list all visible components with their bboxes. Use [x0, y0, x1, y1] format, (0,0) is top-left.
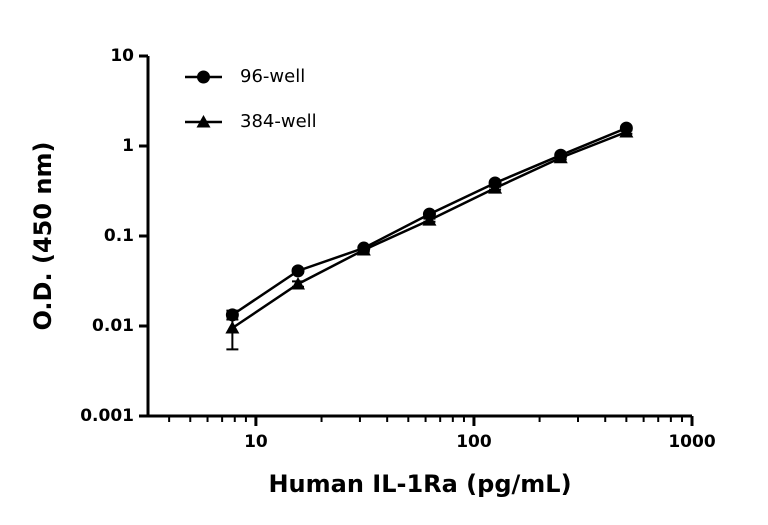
y-tick-label: 1 [122, 136, 134, 156]
y-tick-label: 0.1 [104, 226, 134, 246]
y-tick-label: 10 [110, 46, 134, 66]
marker [422, 213, 437, 226]
marker [197, 70, 210, 84]
marker [225, 321, 240, 334]
x-tick-label: 100 [456, 432, 492, 452]
y-tick-label: 0.01 [92, 316, 134, 336]
legend-label: 384-well [240, 111, 317, 132]
x-axis-title: Human IL-1Ra (pg/mL) [268, 470, 571, 498]
x-tick-label: 1000 [668, 432, 715, 452]
series-line [231, 130, 627, 330]
marker [553, 150, 568, 164]
marker [196, 115, 211, 128]
marker [291, 276, 306, 290]
marker [291, 264, 305, 278]
marker [356, 242, 371, 256]
legend-label: 96-well [240, 66, 305, 87]
y-axis-title: O.D. (450 nm) [29, 142, 57, 331]
y-tick-label: 0.001 [80, 406, 134, 426]
marker [488, 181, 503, 194]
marker [619, 125, 634, 138]
x-tick-label: 10 [244, 432, 268, 452]
